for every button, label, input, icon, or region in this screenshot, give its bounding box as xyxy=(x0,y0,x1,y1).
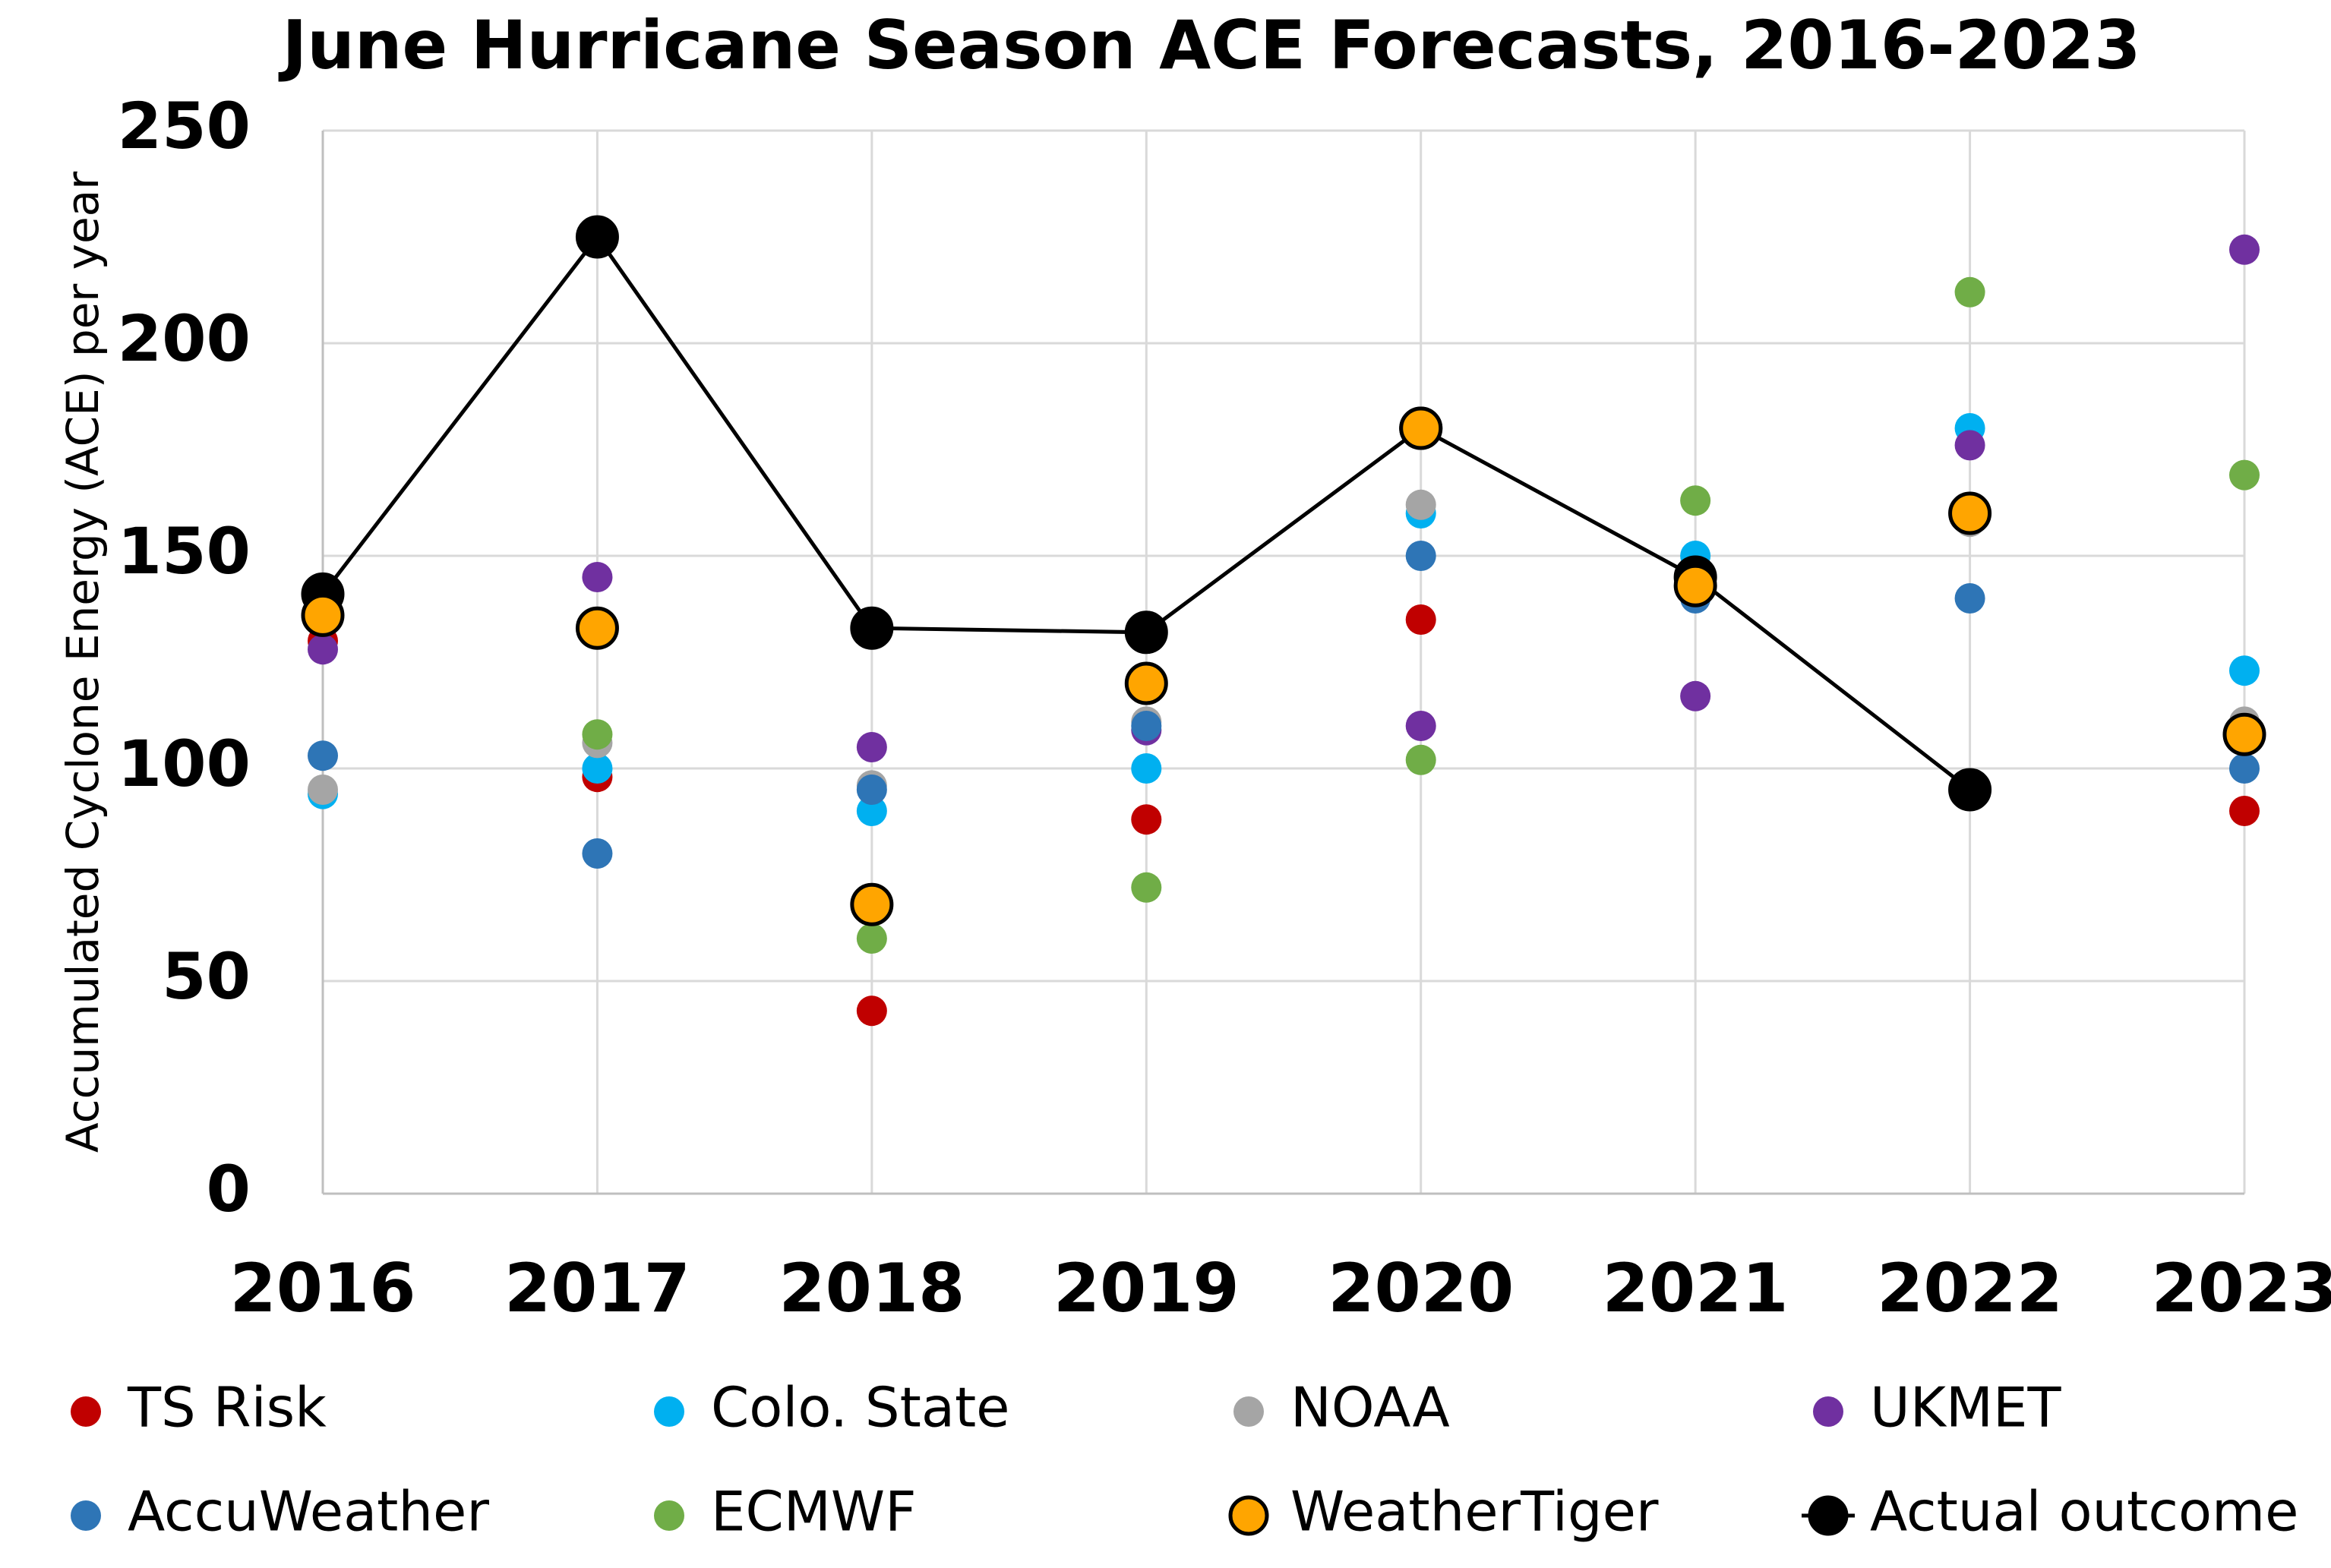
data-point xyxy=(856,775,887,805)
data-point xyxy=(1405,604,1436,635)
legend-label: Actual outcome xyxy=(1870,1480,2298,1544)
legend-marker xyxy=(1813,1396,1843,1427)
legend-marker xyxy=(71,1396,101,1427)
data-point xyxy=(1948,768,1992,812)
data-point xyxy=(301,593,345,637)
data-point xyxy=(856,923,887,954)
data-point xyxy=(1680,680,1711,711)
data-point xyxy=(1131,711,1162,741)
legend-label: NOAA xyxy=(1290,1376,1450,1440)
data-point xyxy=(1954,276,1985,308)
x-tick-label: 2020 xyxy=(1328,1249,1514,1327)
legend-label: ECMWF xyxy=(711,1480,917,1544)
x-tick-label: 2019 xyxy=(1053,1249,1240,1327)
legend-marker xyxy=(71,1500,101,1531)
data-point xyxy=(1131,872,1162,903)
legend-label: AccuWeather xyxy=(128,1480,489,1544)
legend-label: UKMET xyxy=(1870,1376,2062,1440)
legend-label: WeatherTiger xyxy=(1290,1480,1659,1544)
x-tick-label: 2017 xyxy=(504,1249,690,1327)
data-point xyxy=(1405,541,1436,571)
legend-label: Colo. State xyxy=(711,1376,1009,1440)
data-point xyxy=(1954,583,1985,614)
data-point xyxy=(2229,234,2260,265)
data-point xyxy=(850,882,894,926)
data-point xyxy=(850,606,894,650)
data-point xyxy=(1405,711,1436,741)
chart-title: June Hurricane Season ACE Forecasts, 201… xyxy=(278,6,2140,84)
data-point xyxy=(2222,712,2266,756)
data-point xyxy=(856,995,887,1027)
y-tick-label: 150 xyxy=(118,514,251,588)
x-tick-label: 2021 xyxy=(1603,1249,1789,1327)
data-point xyxy=(1124,610,1168,655)
data-point xyxy=(1954,430,1985,461)
data-point xyxy=(575,215,619,259)
data-point xyxy=(856,796,887,826)
data-point xyxy=(2229,753,2260,784)
x-tick-label: 2018 xyxy=(779,1249,965,1327)
data-point xyxy=(1405,489,1436,520)
data-point xyxy=(1673,563,1717,607)
legend-marker xyxy=(654,1500,684,1531)
y-tick-label: 50 xyxy=(162,939,251,1014)
legend-label: TS Risk xyxy=(127,1376,327,1440)
legend-marker xyxy=(654,1396,684,1427)
data-point xyxy=(308,740,338,771)
y-tick-label: 0 xyxy=(207,1152,251,1226)
data-point xyxy=(2229,796,2260,826)
data-point xyxy=(2229,459,2260,491)
data-point xyxy=(1124,661,1168,705)
x-tick-label: 2023 xyxy=(2152,1249,2331,1327)
legend-marker xyxy=(1233,1396,1264,1427)
data-point xyxy=(308,634,338,665)
data-point xyxy=(582,838,613,869)
data-point xyxy=(1131,804,1162,835)
x-tick-label: 2016 xyxy=(230,1249,416,1327)
data-point xyxy=(1948,491,1992,535)
data-point xyxy=(2229,655,2260,686)
y-tick-label: 200 xyxy=(118,301,251,376)
data-point xyxy=(582,562,613,592)
data-point xyxy=(308,775,338,805)
data-point xyxy=(582,719,613,750)
data-point xyxy=(582,753,613,784)
x-tick-label: 2022 xyxy=(1877,1249,2063,1327)
data-point xyxy=(1680,485,1711,516)
y-axis-title: Accumulated Cyclone Energy (ACE) per yea… xyxy=(57,172,109,1153)
legend-marker xyxy=(1228,1495,1269,1536)
y-tick-label: 250 xyxy=(118,89,251,163)
data-point xyxy=(1131,753,1162,784)
data-point xyxy=(856,732,887,762)
y-tick-label: 100 xyxy=(118,727,251,801)
data-point xyxy=(1405,744,1436,775)
data-point xyxy=(1399,406,1443,450)
legend-marker xyxy=(1808,1495,1849,1536)
data-point xyxy=(575,606,619,650)
